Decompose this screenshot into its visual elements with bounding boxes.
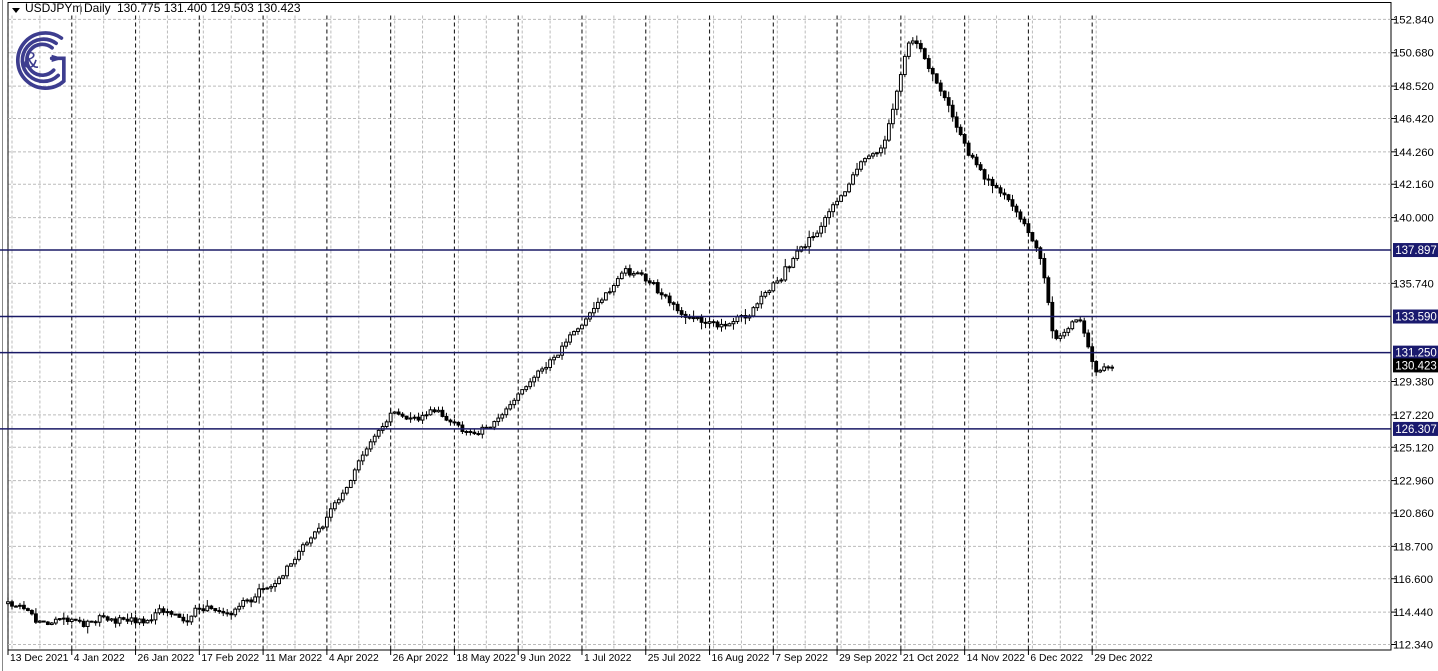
svg-text:4 Apr 2022: 4 Apr 2022 xyxy=(329,653,379,664)
svg-text:18 May 2022: 18 May 2022 xyxy=(456,653,516,664)
svg-text:127.220: 127.220 xyxy=(1393,410,1434,422)
svg-text:144.260: 144.260 xyxy=(1393,147,1434,159)
svg-text:4 Jan 2022: 4 Jan 2022 xyxy=(74,653,125,664)
svg-text:21 Oct 2022: 21 Oct 2022 xyxy=(903,653,959,664)
svg-text:114.440: 114.440 xyxy=(1393,607,1433,619)
svg-text:17 Feb 2022: 17 Feb 2022 xyxy=(201,653,259,664)
svg-text:125.120: 125.120 xyxy=(1393,442,1434,454)
svg-text:148.520: 148.520 xyxy=(1393,81,1434,93)
svg-text:129.380: 129.380 xyxy=(1393,376,1434,388)
svg-text:122.960: 122.960 xyxy=(1393,476,1434,488)
svg-text:133.590: 133.590 xyxy=(1395,312,1437,324)
svg-text:29 Sep 2022: 29 Sep 2022 xyxy=(839,653,898,664)
svg-text:|: | xyxy=(79,1,82,15)
svg-text:146.420: 146.420 xyxy=(1393,113,1434,125)
svg-text:14 Nov 2022: 14 Nov 2022 xyxy=(967,653,1026,664)
svg-text:7 Sep 2022: 7 Sep 2022 xyxy=(775,653,828,664)
svg-text:130.775 131.400 129.503 130.42: 130.775 131.400 129.503 130.423 xyxy=(117,1,301,15)
svg-text:26 Jan 2022: 26 Jan 2022 xyxy=(138,653,195,664)
svg-text:13 Dec 2021: 13 Dec 2021 xyxy=(10,653,69,664)
svg-text:131.250: 131.250 xyxy=(1395,348,1437,360)
svg-text:137.897: 137.897 xyxy=(1395,245,1437,257)
svg-text:9 Jun 2022: 9 Jun 2022 xyxy=(520,653,571,664)
svg-text:6 Dec 2022: 6 Dec 2022 xyxy=(1030,653,1083,664)
svg-text:126.307: 126.307 xyxy=(1395,424,1437,436)
svg-text:1 Jul 2022: 1 Jul 2022 xyxy=(584,653,632,664)
svg-text:152.840: 152.840 xyxy=(1393,14,1434,26)
svg-text:Daily: Daily xyxy=(84,1,111,15)
svg-text:112.340: 112.340 xyxy=(1393,640,1433,652)
svg-text:118.700: 118.700 xyxy=(1393,541,1433,553)
svg-text:25 Jul 2022: 25 Jul 2022 xyxy=(648,653,702,664)
svg-text:120.860: 120.860 xyxy=(1393,508,1434,520)
svg-text:11 Mar 2022: 11 Mar 2022 xyxy=(265,653,322,664)
svg-text:29 Dec 2022: 29 Dec 2022 xyxy=(1094,653,1153,664)
svg-text:116.600: 116.600 xyxy=(1393,574,1433,586)
svg-text:16 Aug 2022: 16 Aug 2022 xyxy=(712,653,770,664)
svg-text:&: & xyxy=(23,47,38,73)
svg-text:142.160: 142.160 xyxy=(1393,179,1434,191)
svg-text:130.423: 130.423 xyxy=(1395,360,1437,372)
svg-text:USDJPYm: USDJPYm xyxy=(25,1,82,15)
svg-text:150.680: 150.680 xyxy=(1393,48,1434,60)
svg-text:140.000: 140.000 xyxy=(1393,213,1434,225)
svg-text:135.740: 135.740 xyxy=(1393,278,1434,290)
svg-text:26 Apr 2022: 26 Apr 2022 xyxy=(393,653,449,664)
